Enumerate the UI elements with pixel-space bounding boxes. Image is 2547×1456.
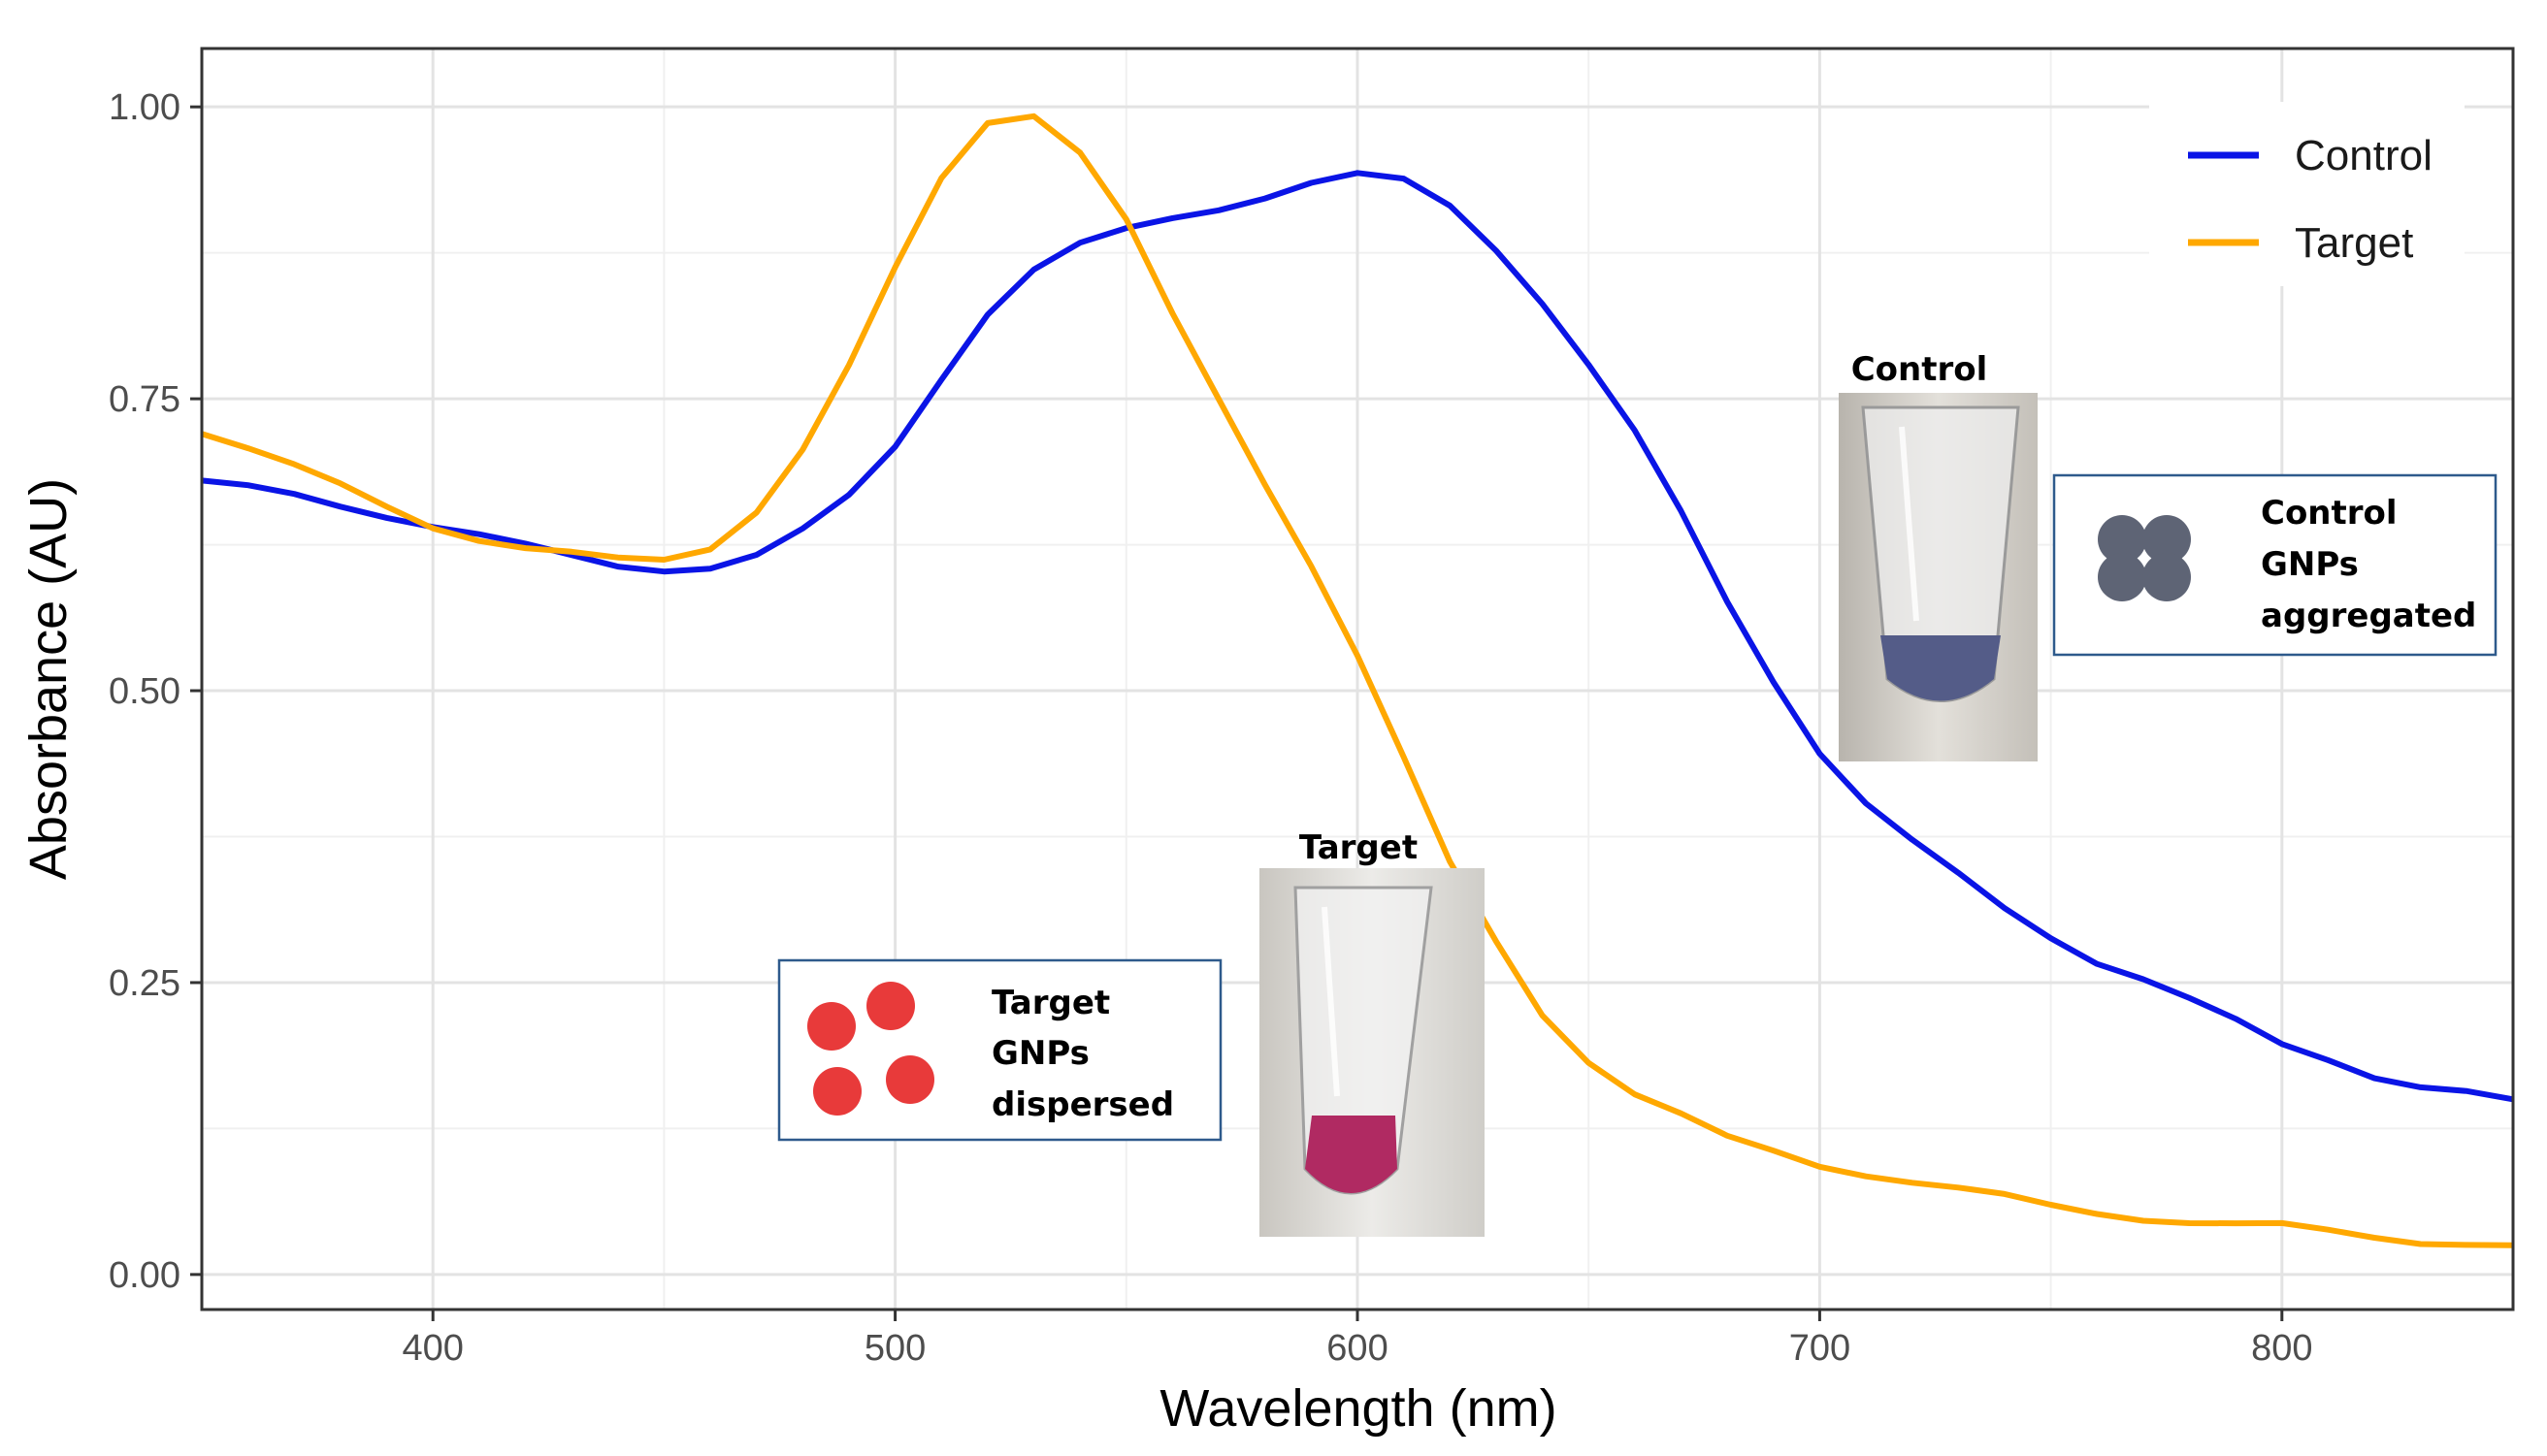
target-photo-title: Target <box>1299 828 1418 867</box>
target-box-line1: Target <box>992 984 1110 1022</box>
y-tick-label: 0.25 <box>109 963 180 1004</box>
control-gnp-1 <box>2098 515 2146 564</box>
y-tick-label: 0.50 <box>109 671 180 712</box>
y-tick-label: 0.00 <box>109 1255 180 1296</box>
target-gnp-1 <box>807 1002 856 1051</box>
target-tube-highlight <box>1322 906 1340 1097</box>
control-gnp-3 <box>2098 553 2146 601</box>
series-layer <box>201 113 2514 1248</box>
control-tube-highlight <box>1899 426 1919 622</box>
control-gnp-4 <box>2142 553 2191 601</box>
control-tube-liquid <box>1880 635 2001 701</box>
x-tick-label: 500 <box>865 1328 926 1369</box>
control-box-line3: aggregated <box>2261 597 2476 635</box>
y-axis: 0.00 0.25 0.50 0.75 1.00 <box>109 87 202 1296</box>
target-gnp-3 <box>813 1067 862 1116</box>
x-tick-label: 800 <box>2251 1328 2312 1369</box>
y-tick-label: 0.75 <box>109 379 180 420</box>
legend-label-target: Target <box>2295 219 2413 267</box>
target-tube-photo: Target <box>1259 828 1485 1237</box>
x-tick-label: 700 <box>1789 1328 1850 1369</box>
x-axis-title: Wavelength (nm) <box>1159 1379 1556 1438</box>
legend-label-control: Control <box>2295 132 2433 179</box>
x-tick-label: 400 <box>402 1328 463 1369</box>
x-axis: 400 500 600 700 800 <box>402 1310 2313 1369</box>
control-photo-title: Control <box>1851 350 1988 389</box>
legend-background <box>2149 102 2465 286</box>
x-tick-label: 600 <box>1326 1328 1388 1369</box>
series-line-control <box>201 170 2514 1103</box>
series-line-target <box>201 113 2514 1248</box>
control-gnp-2 <box>2142 515 2191 564</box>
control-box-line1: Control <box>2261 494 2398 533</box>
target-box-line2: GNPs <box>992 1034 1090 1073</box>
y-axis-title: Absorbance (AU) <box>19 478 78 880</box>
target-gnp-4 <box>886 1055 934 1104</box>
control-info-box: Control GNPs aggregated <box>2052 473 2498 657</box>
control-box-line2: GNPs <box>2261 545 2359 584</box>
target-box-line3: dispersed <box>992 1085 1174 1124</box>
target-tube-liquid <box>1305 1116 1397 1193</box>
y-tick-label: 1.00 <box>109 87 180 128</box>
target-info-box: Target GNPs dispersed <box>777 958 1223 1142</box>
target-gnp-2 <box>866 982 915 1030</box>
legend: Control Target <box>2149 102 2465 286</box>
control-tube-photo: Control <box>1839 350 2038 761</box>
